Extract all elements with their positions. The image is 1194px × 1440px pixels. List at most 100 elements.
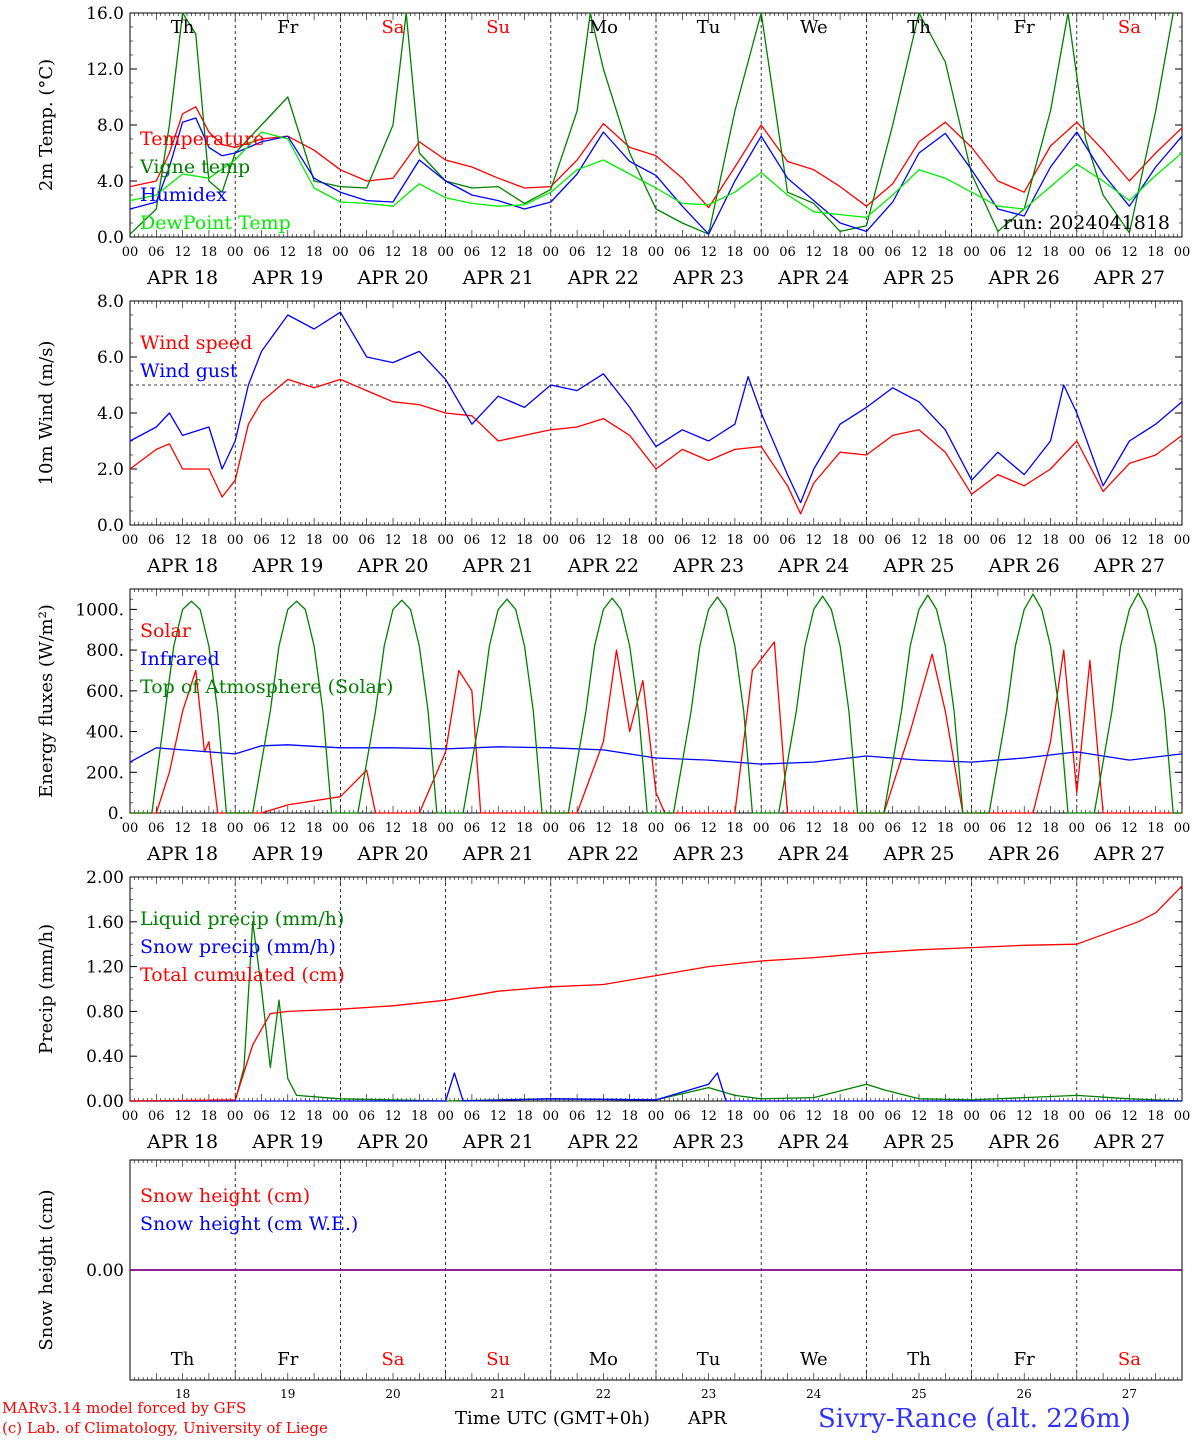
weekday-label: Fr	[277, 17, 298, 38]
legend-entry: DewPoint Temp	[140, 212, 291, 234]
date-label: APR 23	[672, 267, 744, 289]
hour-tick-label: 06	[990, 245, 1007, 260]
y-tick-label: 200.	[86, 763, 124, 783]
series-line-temperature	[129, 106, 1183, 209]
hour-tick-label: 06	[1095, 533, 1112, 548]
hour-tick-label: 12	[700, 245, 717, 260]
y-axis-label: Precip (mm/h)	[36, 924, 57, 1054]
hour-tick-label: 06	[990, 1109, 1007, 1124]
y-tick-label: 0.0	[97, 228, 124, 248]
weekday-label: Tu	[697, 1349, 721, 1370]
hour-tick-label: 06	[569, 245, 586, 260]
hour-tick-label: 00	[543, 821, 560, 836]
hour-tick-label: 12	[280, 821, 297, 836]
legend-entry: Wind gust	[140, 360, 238, 382]
y-tick-label: 8.0	[97, 116, 124, 136]
legend-entry: Total cumulated (cm)	[140, 964, 345, 986]
hour-tick-label: 12	[806, 1109, 823, 1124]
hour-tick-label: 18	[1147, 533, 1164, 548]
hour-tick-label: 06	[1095, 1109, 1112, 1124]
date-label: APR 18	[146, 267, 218, 289]
hour-tick-label: 18	[201, 245, 218, 260]
series-line-infrared	[129, 744, 1183, 765]
hour-tick-label: 00	[648, 245, 665, 260]
y-tick-label: 4.0	[97, 404, 124, 424]
chart-panel-energy: 0. 200. 400. 600. 800. 1000. Energy fluxes (W/…	[36, 588, 1190, 865]
legend-entry: Humidex	[140, 184, 227, 206]
date-label: APR 22	[567, 1131, 639, 1153]
series-line-humidex	[129, 117, 1183, 235]
hour-tick-label: 12	[280, 1109, 297, 1124]
weekday-label: Fr	[1014, 17, 1035, 38]
hour-tick-label: 06	[464, 821, 481, 836]
hour-tick-label: 12	[490, 821, 507, 836]
hour-tick-label: 00	[332, 1109, 349, 1124]
weekday-label: Th	[907, 1349, 931, 1370]
hour-tick-label: 06	[464, 245, 481, 260]
hour-tick-label: 00	[963, 533, 980, 548]
y-axis-label: 10m Wind (m/s)	[36, 341, 57, 486]
plot-frame	[129, 588, 1183, 814]
credit-line-2: (c) Lab. of Climatology, University of L…	[2, 1419, 328, 1437]
date-label: APR 20	[356, 1131, 428, 1153]
date-label: APR 25	[882, 267, 954, 289]
y-tick-label: 0.00	[86, 1092, 124, 1112]
hour-tick-label: 12	[385, 1109, 402, 1124]
date-label: APR 26	[988, 555, 1060, 577]
date-label: APR 23	[672, 1131, 744, 1153]
legend-entry: Vigne temp	[139, 156, 250, 178]
hour-tick-label: 18	[201, 821, 218, 836]
chart-panel-temperature: 0.0 4.0 8.0 12.0 16.0 2m Temp. (°C) Temperatur…	[36, 4, 1190, 289]
hour-tick-label: 06	[569, 533, 586, 548]
legend-entry: Temperature	[140, 128, 264, 150]
hour-tick-label: 12	[806, 821, 823, 836]
hour-tick-label: 00	[1069, 1109, 1086, 1124]
y-tick-label: 1.60	[86, 913, 124, 933]
hour-tick-label: 12	[174, 245, 191, 260]
hour-tick-label: 00	[648, 533, 665, 548]
hour-tick-label: 12	[490, 533, 507, 548]
hour-tick-label: 06	[884, 245, 901, 260]
hour-tick-label: 18	[727, 245, 744, 260]
hour-tick-label: 06	[148, 1109, 165, 1124]
hour-tick-label: 18	[621, 821, 638, 836]
hour-tick-label: 00	[648, 821, 665, 836]
y-tick-label: 0.80	[86, 1002, 124, 1022]
weekday-label: Mo	[589, 17, 618, 38]
hour-tick-label: 00	[332, 533, 349, 548]
hour-tick-label: 18	[727, 533, 744, 548]
hour-tick-label: 12	[1016, 533, 1033, 548]
hour-tick-label: 00	[122, 533, 139, 548]
hour-tick-label: 06	[569, 821, 586, 836]
hour-tick-label: 12	[1121, 821, 1138, 836]
credit-line-1: MARv3.14 model forced by GFS	[2, 1399, 246, 1417]
hour-tick-label: 00	[1174, 245, 1191, 260]
hour-tick-label: 18	[1042, 245, 1059, 260]
date-label: APR 20	[356, 267, 428, 289]
hour-tick-label: 18	[621, 245, 638, 260]
date-label: APR 21	[462, 267, 534, 289]
station-name: Sivry-Rance (alt. 226m)	[818, 1404, 1131, 1434]
hour-tick-label: 00	[753, 245, 770, 260]
hour-tick-label: 00	[858, 821, 875, 836]
date-label: APR 21	[462, 1131, 534, 1153]
hour-tick-label: 06	[148, 821, 165, 836]
hour-tick-label: 00	[122, 1109, 139, 1124]
hour-tick-label: 18	[832, 533, 849, 548]
hour-tick-label: 00	[332, 821, 349, 836]
date-label: APR 27	[1093, 1131, 1165, 1153]
legend-entry: Infrared	[140, 648, 220, 670]
hour-tick-label: 00	[1069, 821, 1086, 836]
hour-tick-label: 12	[595, 1109, 612, 1124]
hour-tick-label: 06	[779, 821, 796, 836]
hour-tick-label: 00	[227, 821, 244, 836]
hour-tick-label: 18	[937, 1109, 954, 1124]
weekday-label: Mo	[589, 1349, 618, 1370]
hour-tick-label: 12	[1121, 533, 1138, 548]
legend-entry: Solar	[140, 620, 192, 642]
y-tick-label: 4.0	[97, 172, 124, 192]
hour-tick-label: 18	[937, 821, 954, 836]
date-label: APR 25	[882, 843, 954, 865]
hour-tick-label: 12	[595, 533, 612, 548]
hour-tick-label: 18	[727, 821, 744, 836]
